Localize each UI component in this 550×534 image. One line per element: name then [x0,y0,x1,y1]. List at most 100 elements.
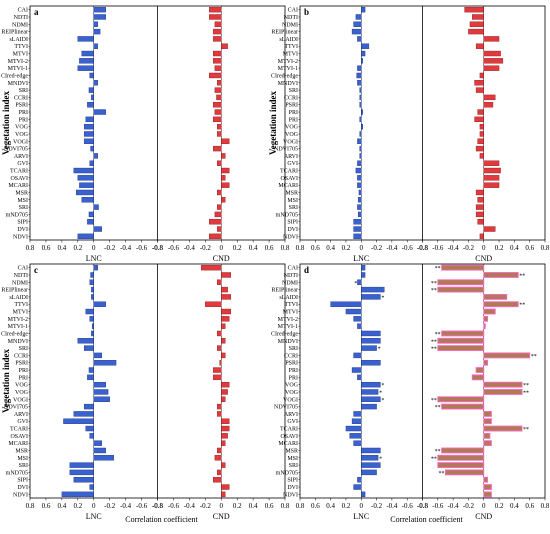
lnc-bar [357,279,362,285]
cnd-bar [214,109,222,115]
index-label: SRI [289,88,298,94]
cnd-bar [441,264,485,271]
cnd-bar [209,6,222,13]
x-tick-label: 0.8 [541,502,550,510]
cnd-bar [483,182,500,188]
lnc-bar [89,160,94,166]
lnc-bar [93,301,106,307]
cnd-bar [483,381,523,388]
cnd-bar [221,418,230,424]
index-label: OSAVI [10,176,28,182]
index-label: REIPlinear [271,30,298,36]
cnd-bar [483,167,501,174]
lnc-bar [353,226,362,232]
x-axis-label-lnc: LNC [353,254,369,263]
lnc-bar [88,211,94,218]
lnc-bar [93,226,102,232]
cnd-bar [437,462,485,469]
index-label: MTVI-1 [8,66,28,72]
index-label: CIred-edge [1,331,28,337]
y-axis-label: Vegetation index [268,91,278,155]
x-tick-label: -0.2 [371,502,383,510]
cnd-bar [483,432,491,439]
x-tick-label: -0.4 [184,502,196,510]
index-label: PSRI [15,103,28,109]
index-label: MSI [17,456,28,462]
index-label: CAI [18,266,28,272]
index-label: SIPI [287,220,298,226]
x-tick-label: 0.4 [510,244,519,252]
index-label: PRI [19,117,28,123]
index-label: PRI [19,368,28,374]
lnc-bar [93,21,98,27]
lnc-bar [89,433,94,439]
index-label: NDVI705 [274,147,298,153]
index-label: MCARI [278,183,298,189]
lnc-bar [83,138,94,144]
cnd-bar [214,87,222,93]
cnd-bar [217,204,222,210]
lnc-bar [361,123,363,130]
x-tick-label: -0.4 [120,502,132,510]
x-tick-label: 0.4 [249,502,258,510]
significance-star: ** [523,390,529,396]
cnd-bar [221,352,226,359]
index-label: TCARI [10,169,28,175]
lnc-bar [73,167,94,174]
lnc-bar [83,123,94,130]
cnd-bar [221,381,230,388]
cnd-bar [472,14,484,20]
index-label: SRI [289,463,298,469]
x-tick-label: 0 [482,244,486,252]
cnd-bar [483,389,523,395]
cnd-bar [469,21,484,27]
lnc-bar [353,484,362,490]
index-label: VOG [15,390,29,396]
x-tick-label: -0.6 [168,502,180,510]
x-tick-label: 0.2 [233,244,242,252]
cnd-bar [213,58,222,64]
significance-star: ** [435,332,441,338]
lnc-bar [359,145,362,152]
lnc-bar [93,440,102,446]
lnc-bar [77,338,94,344]
cnd-bar [483,102,494,108]
index-label: MTVI-2 [8,59,28,65]
x-tick-label: -0.6 [402,502,414,510]
cnd-bar [221,338,226,344]
x-tick-label: -0.8 [152,244,164,252]
index-label: VOGI [13,139,28,145]
index-label: NDMI [12,280,28,286]
index-label: MTVI [283,52,298,58]
x-tick-label: -0.6 [432,244,444,252]
x-tick-label: -0.6 [402,244,414,252]
index-label: SRI [19,346,28,352]
cnd-bar [209,72,222,79]
index-label: PSRI [15,361,28,367]
cnd-bar [213,145,222,152]
x-tick-label: 0.2 [342,244,351,252]
cnd-bar [214,21,222,27]
index-label: NDVI705 [4,405,28,411]
cnd-bar [213,477,222,483]
x-tick-label: 0.6 [265,244,274,252]
index-label: NDVI [283,492,298,498]
cnd-bar [437,396,485,403]
lnc-bar [93,264,98,271]
cnd-bar [483,323,486,330]
index-label: TCARI [280,169,298,175]
index-label: REIPlinear [271,288,298,294]
cnd-bar [475,145,484,152]
cnd-bar [221,323,226,329]
significance-star: ** [519,303,525,309]
lnc-bar [357,182,362,188]
index-label: MSR [15,190,28,196]
lnc-bar [73,411,94,417]
index-label: GVI [287,161,298,167]
index-label: MSI [287,456,298,462]
index-label: REIPlinear [1,288,28,294]
x-tick-label: 0.8 [281,244,290,252]
lnc-bar [63,418,94,424]
lnc-bar [353,440,362,446]
